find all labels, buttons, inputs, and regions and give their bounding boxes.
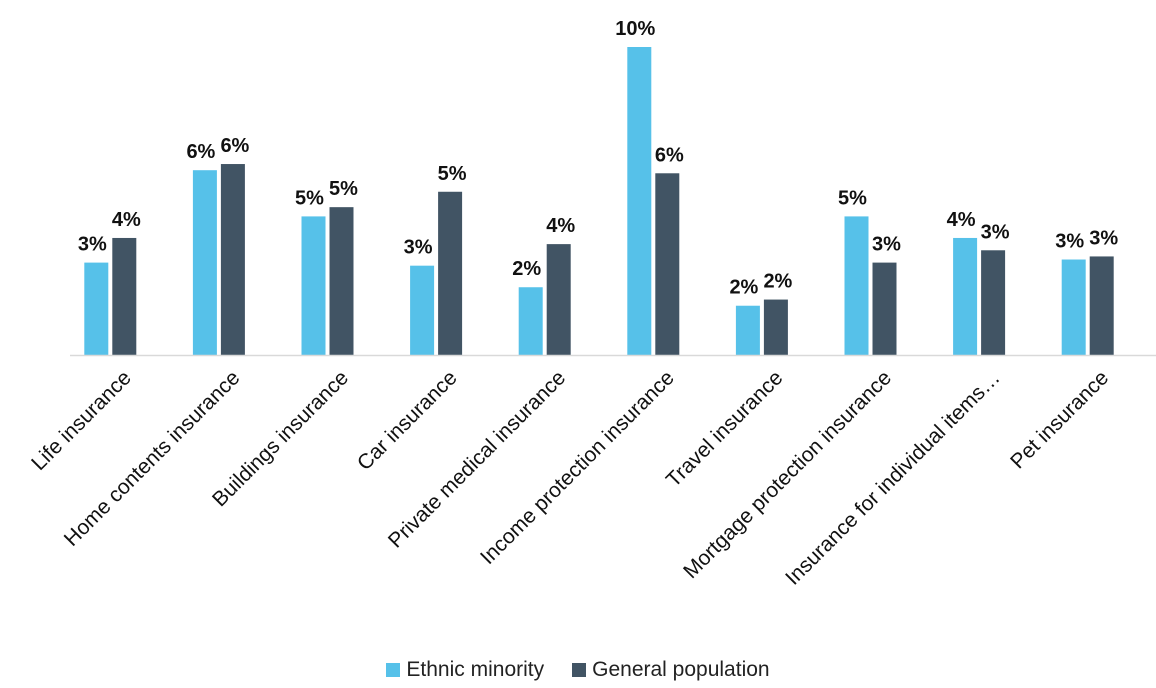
value-label-general-population-2: 5% — [329, 178, 358, 200]
value-label-general-population-1: 6% — [220, 135, 249, 157]
value-labels-group: 3%4%6% 6%5% 5%3%5%2%4%10%6%2% 2%5%3%4%3% 3% 3… — [78, 18, 1119, 299]
bar-general-population-9 — [1089, 256, 1114, 355]
value-label-ethnic-minority-5: 10% — [615, 18, 655, 40]
value-label-general-population-6: 2% — [763, 271, 792, 293]
value-label-general-population-0: 4% — [112, 209, 141, 231]
value-label-general-population-7: 3% — [872, 234, 901, 256]
category-label-8: Insurance for individual items… — [781, 366, 1004, 589]
bar-ethnic-minority-3 — [410, 265, 435, 355]
value-label-general-population-5: 6% — [655, 144, 684, 166]
legend-label-general-population: General population — [592, 658, 770, 681]
bar-general-population-6 — [763, 299, 788, 355]
legend: Ethnic minority General population — [0, 658, 1156, 682]
category-label-5: Income protection insurance — [476, 366, 679, 569]
value-label-ethnic-minority-7: 5% — [838, 187, 867, 209]
legend-label-ethnic-minority: Ethnic minority — [406, 658, 545, 681]
value-label-ethnic-minority-6: 2% — [729, 277, 758, 299]
value-label-ethnic-minority-4: 2% — [512, 258, 541, 280]
bar-ethnic-minority-8 — [953, 237, 978, 355]
value-label-general-population-4: 4% — [546, 215, 575, 237]
bar-general-population-8 — [981, 250, 1006, 355]
category-label-1: Home contents insurance — [60, 366, 245, 551]
bar-general-population-3 — [438, 191, 463, 355]
bar-ethnic-minority-1 — [192, 170, 217, 355]
bar-ethnic-minority-9 — [1061, 259, 1086, 355]
category-label-7: Mortgage protection insurance — [679, 366, 896, 583]
bar-general-population-1 — [220, 164, 245, 355]
bar-ethnic-minority-2 — [301, 216, 326, 355]
category-label-9: Pet insurance — [1006, 366, 1113, 473]
value-label-ethnic-minority-2: 5% — [295, 187, 324, 209]
category-label-0: Life insurance — [27, 366, 136, 475]
bar-general-population-0 — [112, 237, 137, 355]
bar-ethnic-minority-0 — [84, 262, 109, 355]
category-label-3: Car insurance — [353, 366, 462, 475]
legend-item-general-population: General population — [572, 658, 770, 682]
bar-general-population-4 — [546, 244, 571, 355]
legend-item-ethnic-minority: Ethnic minority — [386, 658, 544, 682]
value-label-ethnic-minority-3: 3% — [404, 237, 433, 259]
value-label-ethnic-minority-1: 6% — [186, 141, 215, 163]
bar-ethnic-minority-6 — [735, 305, 760, 355]
legend-swatch-general-population — [572, 663, 587, 677]
bar-general-population-5 — [655, 173, 680, 355]
value-label-general-population-9: 3% — [1089, 227, 1118, 249]
bar-general-population-7 — [872, 262, 897, 355]
bar-ethnic-minority-7 — [844, 216, 869, 355]
value-label-ethnic-minority-0: 3% — [78, 234, 107, 256]
bar-ethnic-minority-5 — [627, 47, 652, 355]
value-label-general-population-8: 3% — [981, 221, 1010, 243]
bar-ethnic-minority-4 — [518, 287, 543, 355]
bars-group — [84, 47, 1114, 355]
legend-swatch-ethnic-minority — [386, 663, 401, 677]
category-label-6: Travel insurance — [662, 366, 787, 491]
value-label-ethnic-minority-9: 3% — [1055, 231, 1084, 253]
bar-general-population-2 — [329, 207, 354, 355]
value-label-general-population-3: 5% — [438, 163, 467, 185]
category-label-4: Private medical insurance — [384, 366, 570, 552]
value-label-ethnic-minority-8: 4% — [947, 209, 976, 231]
